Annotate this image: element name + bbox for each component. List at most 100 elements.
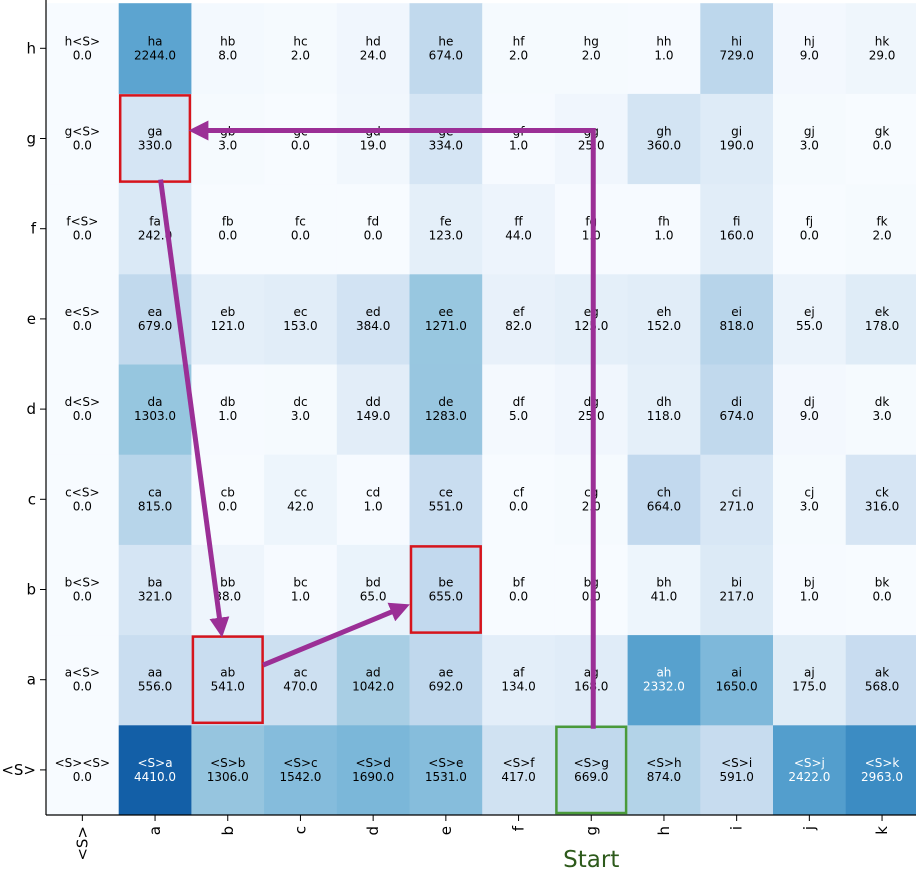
- cell-value: 0.0: [73, 139, 92, 153]
- cell-label: ci: [732, 485, 742, 499]
- cell-value: 321.0: [138, 590, 172, 604]
- cell-label: dd: [366, 395, 381, 409]
- heatmap-cell: [191, 364, 265, 455]
- x-tick-label: h: [655, 826, 673, 836]
- cell-value: 0.0: [291, 229, 310, 243]
- heatmap-cell: [118, 544, 192, 636]
- cell-value: 3.0: [800, 139, 819, 153]
- cell-label: fb: [222, 215, 234, 229]
- heatmap-cell: [773, 724, 847, 816]
- cell-label: fd: [367, 215, 379, 229]
- heatmap-cell: [482, 183, 556, 275]
- cell-label: fh: [658, 215, 670, 229]
- cell-label: cd: [366, 485, 380, 499]
- heatmap-cell: [264, 93, 338, 185]
- cell-value: 44.0: [505, 229, 532, 243]
- heatmap-cell: [700, 93, 774, 185]
- x-tick-label: i: [728, 826, 746, 830]
- cell-label: hj: [804, 34, 815, 48]
- cell-value: 42.0: [287, 499, 314, 513]
- cell-value: 0.0: [509, 499, 528, 513]
- cell-label: di: [731, 395, 742, 409]
- x-tick-label: e: [437, 826, 455, 835]
- y-tick-label: d: [26, 400, 36, 418]
- cell-value: 3.0: [291, 409, 310, 423]
- cell-value: 8.0: [218, 48, 237, 62]
- cell-label: cj: [804, 485, 814, 499]
- y-tick-label: b: [26, 581, 36, 599]
- x-tick-label: f: [510, 825, 528, 831]
- cell-value: 417.0: [501, 770, 535, 784]
- cell-value: 330.0: [138, 139, 172, 153]
- cell-label: cf: [513, 485, 525, 499]
- cell-label: ca: [148, 485, 162, 499]
- cell-value: 0.0: [73, 680, 92, 694]
- cell-value: 149.0: [356, 409, 390, 423]
- cell-value: 0.0: [73, 48, 92, 62]
- cell-value: 1.0: [654, 229, 673, 243]
- heatmap-cell: [482, 454, 556, 545]
- cell-label: bh: [656, 576, 671, 590]
- cell-label: g<S>: [65, 125, 100, 139]
- cell-label: bi: [731, 576, 742, 590]
- cell-label: aa: [148, 666, 163, 680]
- heatmap-cell: [264, 364, 338, 455]
- y-tick-label: g: [26, 130, 36, 148]
- heatmap-cell: [46, 3, 120, 94]
- heatmap-cell: [627, 724, 701, 816]
- cell-label: <S>k: [865, 756, 900, 770]
- cell-label: hk: [875, 34, 890, 48]
- y-tick-label: e: [27, 310, 36, 328]
- cell-value: 541.0: [211, 680, 245, 694]
- cell-value: 123.0: [429, 229, 463, 243]
- cell-label: gi: [731, 125, 742, 139]
- cell-label: <S><S>: [55, 756, 110, 770]
- heatmap-cell: [700, 273, 774, 365]
- heatmap-cell: [336, 724, 410, 816]
- y-tick-label: c: [28, 490, 36, 508]
- cell-value: 175.0: [792, 680, 826, 694]
- cell-value: 217.0: [719, 590, 753, 604]
- cell-label: c<S>: [65, 485, 99, 499]
- cell-label: fe: [440, 215, 452, 229]
- cell-value: 0.0: [73, 409, 92, 423]
- cell-value: 1283.0: [425, 409, 467, 423]
- cell-label: ed: [366, 305, 381, 319]
- cell-label: ha: [148, 34, 163, 48]
- cell-value: 2244.0: [134, 48, 176, 62]
- cell-label: ei: [731, 305, 742, 319]
- heatmap-cell: [845, 3, 916, 94]
- cell-value: 2.0: [873, 229, 892, 243]
- cell-label: ab: [220, 666, 235, 680]
- heatmap-cell: [409, 724, 483, 816]
- cell-label: ch: [657, 485, 671, 499]
- heatmap-cell: [118, 183, 192, 275]
- heatmap-cell: [627, 454, 701, 545]
- heatmap-cell: [336, 3, 410, 94]
- heatmap-cell: [773, 634, 847, 726]
- cell-value: 470.0: [283, 680, 317, 694]
- heatmap-cell: [773, 273, 847, 365]
- heatmap-cell: [845, 634, 916, 726]
- heatmap-cell: [118, 364, 192, 455]
- cell-value: 0.0: [291, 139, 310, 153]
- heatmap-cell: [409, 454, 483, 545]
- cell-value: 152.0: [647, 319, 681, 333]
- heatmap-cell: [627, 3, 701, 94]
- cell-label: e<S>: [65, 305, 100, 319]
- cell-value: 242.0: [138, 229, 172, 243]
- cell-value: 0.0: [509, 590, 528, 604]
- cell-value: 2963.0: [861, 770, 903, 784]
- cell-label: <S>j: [794, 756, 825, 770]
- cell-value: 384.0: [356, 319, 390, 333]
- cell-value: 1650.0: [716, 680, 758, 694]
- heatmap-cell: [482, 273, 556, 365]
- heatmap-cell: [627, 364, 701, 455]
- cell-label: fk: [876, 215, 887, 229]
- cell-value: 178.0: [865, 319, 899, 333]
- cell-label: hd: [366, 34, 381, 48]
- cell-value: 591.0: [719, 770, 753, 784]
- cell-value: 271.0: [719, 499, 753, 513]
- cell-value: 551.0: [429, 499, 463, 513]
- cell-label: dh: [656, 395, 671, 409]
